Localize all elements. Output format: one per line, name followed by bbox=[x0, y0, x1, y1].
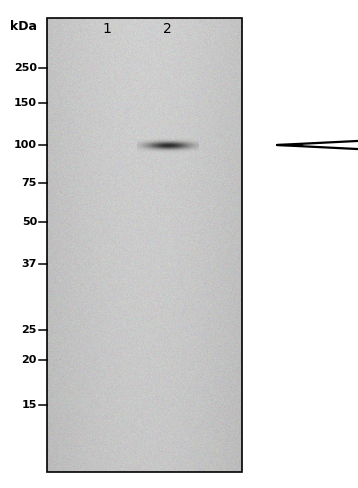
Text: 150: 150 bbox=[14, 98, 37, 108]
Text: 100: 100 bbox=[14, 140, 37, 150]
Text: 15: 15 bbox=[21, 400, 37, 410]
Text: 2: 2 bbox=[163, 22, 171, 36]
Text: 20: 20 bbox=[21, 355, 37, 365]
Text: 75: 75 bbox=[21, 178, 37, 188]
Bar bbox=[47, 18, 242, 472]
Text: 37: 37 bbox=[21, 259, 37, 269]
Text: 25: 25 bbox=[21, 325, 37, 335]
Text: 50: 50 bbox=[22, 217, 37, 227]
Text: 250: 250 bbox=[14, 63, 37, 73]
Text: kDa: kDa bbox=[10, 20, 37, 33]
Text: 1: 1 bbox=[102, 22, 111, 36]
